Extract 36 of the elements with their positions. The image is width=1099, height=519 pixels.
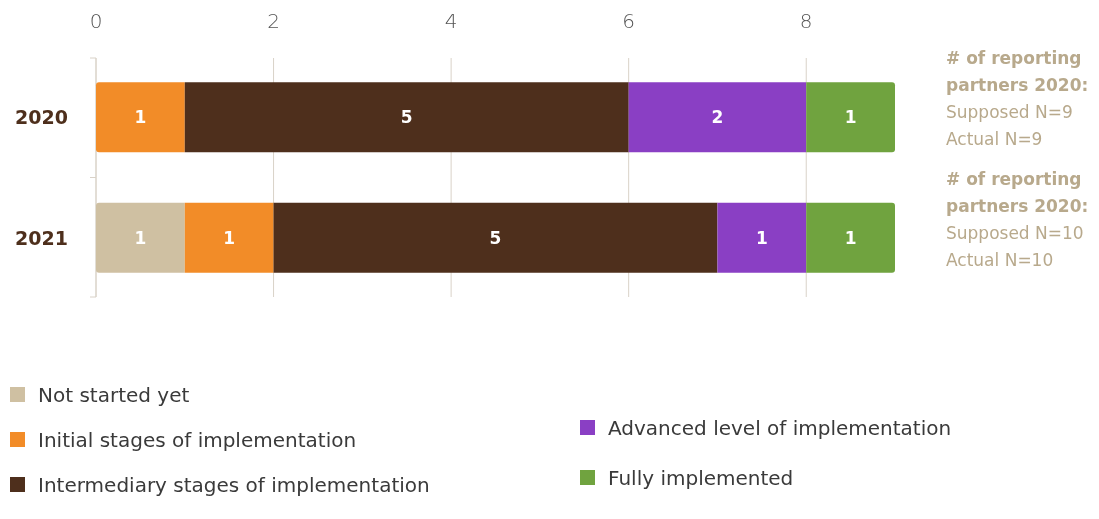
- y-tick-label: 2021: [15, 226, 68, 249]
- x-tick-label: 2: [267, 9, 280, 33]
- legend-label: Not started yet: [38, 383, 190, 407]
- y-tick-label: 2020: [15, 105, 68, 128]
- data-label: 5: [489, 227, 502, 248]
- bar: [717, 202, 807, 273]
- text: Supposed N=9: [946, 102, 1073, 123]
- data-label: 1: [223, 227, 236, 248]
- bar: [184, 202, 274, 273]
- bar: [273, 202, 718, 273]
- text: # of reporting partners 2020:: [946, 48, 1089, 96]
- bar: [806, 82, 895, 153]
- data-label: 1: [844, 107, 857, 128]
- text: Actual N=10: [946, 249, 1054, 270]
- data-label: 1: [134, 107, 147, 128]
- legend-label: Fully implemented: [608, 466, 794, 490]
- bar: [628, 82, 807, 153]
- data-label: 5: [400, 107, 413, 128]
- text: Actual N=9: [946, 129, 1043, 150]
- x-tick-label: 6: [622, 9, 636, 33]
- bar: [96, 82, 185, 153]
- legend-label: Intermediary stages of implementation: [38, 473, 430, 497]
- legend-label: Initial stages of implementation: [38, 428, 357, 452]
- data-label: 1: [755, 227, 768, 248]
- legend-label: Advanced level of implementation: [608, 416, 952, 440]
- data-label: 1: [134, 227, 147, 248]
- data-label: 1: [844, 227, 857, 248]
- data-label: 2: [711, 107, 724, 128]
- x-tick-label: 8: [799, 9, 813, 33]
- bar: [806, 202, 895, 273]
- text: # of reporting partners 2020:: [946, 168, 1089, 216]
- bar: [184, 82, 629, 153]
- text: Supposed N=10: [946, 222, 1084, 243]
- x-tick-label: 4: [444, 9, 458, 33]
- x-tick-label: 0: [89, 9, 103, 33]
- bar: [96, 202, 185, 273]
